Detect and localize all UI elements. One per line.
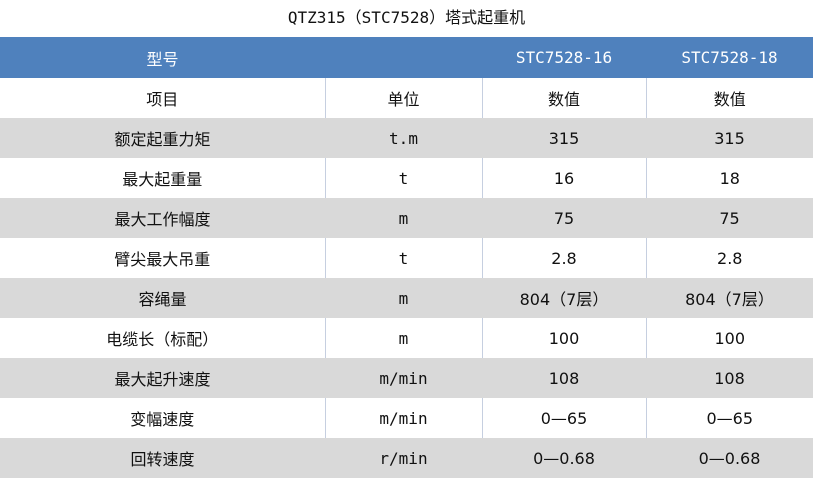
table-cell: r/min [325,438,482,478]
table-cell: 容绳量 [0,278,325,318]
header-cell: 型号 [0,37,325,78]
table-cell: 2.8 [481,238,646,278]
table-cell: m/min [325,358,482,398]
table-cell: m [324,318,482,358]
table-cell: 额定起重力矩 [0,118,325,158]
table-cell: t.m [325,118,482,158]
table-row: 最大工作幅度 m 75 75 [0,198,813,238]
table-row: 最大起升速度 m/min 108 108 [0,358,813,398]
table-cell: 0—65 [481,398,646,438]
table-row: 额定起重力矩 t.m 315 315 [0,118,813,158]
table-cell: 804（7层） [482,278,646,318]
header-row: 型号 STC7528-16 STC7528-18 [0,37,813,78]
table-cell: t [324,158,482,198]
table-cell: 18 [645,158,813,198]
table-cell: 16 [481,158,646,198]
table-row: 电缆长（标配） m 100 100 [0,318,813,358]
table-cell: 数值 [481,78,646,118]
table-cell: 100 [645,318,813,358]
header-cell: STC7528-16 [482,37,646,78]
table-cell: 数值 [645,78,813,118]
table-row: 项目 单位 数值 数值 [0,78,813,118]
table-cell: 315 [646,118,813,158]
table-cell: 75 [646,198,813,238]
table-cell: m [325,198,482,238]
table-row: 回转速度 r/min 0—0.68 0—0.68 [0,438,813,478]
table-cell: m [325,278,482,318]
table-row: 容绳量 m 804（7层） 804（7层） [0,278,813,318]
table-cell: 项目 [0,78,325,118]
table-cell: 2.8 [645,238,813,278]
table-cell: 100 [481,318,646,358]
table-row: 变幅速度 m/min 0—65 0—65 [0,398,813,438]
table-cell: t [324,238,482,278]
table-cell: 单位 [324,78,482,118]
table-cell: 臂尖最大吊重 [0,238,325,278]
table-cell: 0—0.68 [646,438,813,478]
table-title: QTZ315（STC7528）塔式起重机 [287,8,526,27]
table-cell: 电缆长（标配） [0,318,325,358]
table-row: 臂尖最大吊重 t 2.8 2.8 [0,238,813,278]
table-cell: 315 [482,118,646,158]
table-cell: 回转速度 [0,438,325,478]
table-cell: 0—65 [645,398,813,438]
header-cell: STC7528-18 [646,37,813,78]
table-cell: 最大起升速度 [0,358,325,398]
table-cell: 75 [482,198,646,238]
table-cell: 最大工作幅度 [0,198,325,238]
table-row: 最大起重量 t 16 18 [0,158,813,198]
table-cell: 108 [646,358,813,398]
table-cell: 804（7层） [646,278,813,318]
table-cell: m/min [324,398,482,438]
table-cell: 最大起重量 [0,158,325,198]
header-cell [325,37,482,78]
table-cell: 0—0.68 [482,438,646,478]
table-cell: 变幅速度 [0,398,325,438]
spec-table: 型号 STC7528-16 STC7528-18 项目 单位 数值 数值 额定起重力矩 t… [0,37,813,478]
table-cell: 108 [482,358,646,398]
